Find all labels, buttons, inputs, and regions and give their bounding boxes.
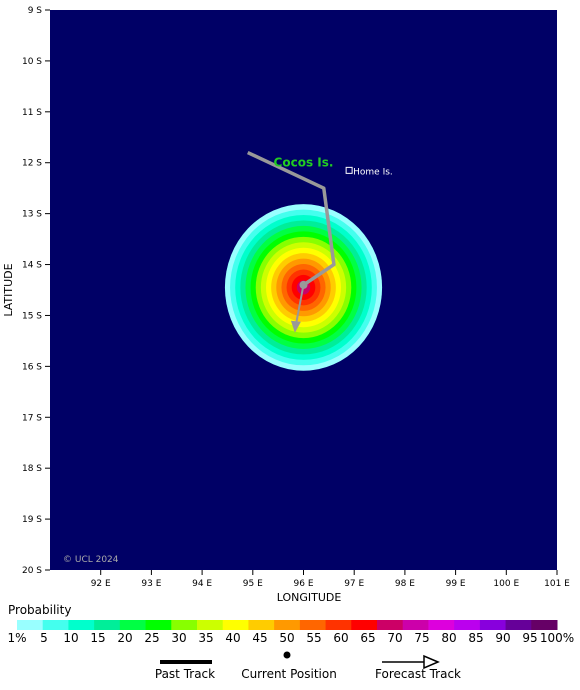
colorbar-segment: [119, 620, 147, 630]
past-track-label: Past Track: [154, 667, 216, 681]
colorbar-segment: [17, 620, 44, 630]
lat-tick-label: 12 S: [22, 159, 42, 169]
lat-tick-label: 11 S: [22, 108, 42, 118]
forecast-track-label: Forecast Track: [375, 667, 461, 681]
colorbar-label: 60: [333, 631, 349, 645]
colorbar-label: 100%: [539, 631, 575, 645]
colorbar-segment: [402, 620, 429, 630]
lat-tick-label: 9 S: [28, 6, 43, 16]
current-position-marker: [299, 280, 308, 289]
x-axis-title: LONGITUDE: [277, 591, 342, 604]
lon-tick-label: 95 E: [243, 579, 263, 589]
colorbar-segment: [299, 620, 327, 630]
lat-tick-label: 10 S: [22, 57, 42, 67]
current-position-label: Current Position: [241, 667, 337, 681]
lat-tick-label: 13 S: [22, 210, 42, 220]
colorbar-label: 1%: [7, 631, 27, 645]
colorbar-label: 5: [40, 631, 48, 645]
past-track-line: [246, 150, 336, 287]
current-position-swatch: [283, 651, 291, 659]
lon-tick-label: 92 E: [91, 579, 111, 589]
colorbar-label: 20: [117, 631, 133, 645]
colorbar-label: 55: [306, 631, 322, 645]
lat-tick-label: 15 S: [22, 311, 42, 321]
map-ticks: 9 S 10 S 11 S 12 S 13 S 14 S 15 S 16 S 17 S 18 S 1…: [22, 6, 570, 589]
forecast-arrow-icon: [290, 320, 301, 333]
colorbar-label: 95: [522, 631, 538, 645]
colorbar-label: 35: [198, 631, 214, 645]
copyright-text: © UCL 2024: [63, 555, 119, 565]
lon-tick-label: 94 E: [192, 579, 212, 589]
colorbar-label: 45: [252, 631, 268, 645]
lon-tick-label: 96 E: [294, 579, 314, 589]
colorbar-segment: [171, 620, 198, 630]
lat-tick-label: 16 S: [22, 362, 42, 372]
colorbar-segment: [377, 620, 404, 630]
colorbar-segment: [274, 620, 301, 630]
lon-tick-label: 100 E: [493, 579, 519, 589]
colorbar-segment: [197, 620, 224, 630]
probability-swath: [224, 204, 383, 371]
colorbar-label: 85: [468, 631, 484, 645]
lon-tick-label: 97 E: [344, 579, 364, 589]
legend-title: Probability: [8, 603, 72, 617]
colorbar-label: 90: [495, 631, 511, 645]
place-label-home: Home Is.: [353, 167, 393, 177]
colorbar-label: 75: [414, 631, 430, 645]
place-labels: Cocos Is. Home Is.: [274, 156, 393, 178]
lon-tick-label: 98 E: [395, 579, 415, 589]
forecast-arrow-icon: [423, 654, 440, 670]
probability-colorbar: [17, 620, 558, 630]
lat-tick-label: 20 S: [22, 566, 42, 576]
colorbar-segment: [531, 620, 558, 630]
lon-tick-label: 93 E: [141, 579, 161, 589]
colorbar-segment: [325, 620, 352, 630]
lat-tick-label: 19 S: [22, 515, 42, 525]
place-marker-home: [345, 166, 353, 174]
colorbar-segment: [351, 620, 378, 630]
colorbar-segment: [68, 620, 95, 630]
place-label-cocos: Cocos Is.: [274, 156, 334, 170]
colorbar-segment: [145, 620, 172, 630]
lon-tick-label: 99 E: [446, 579, 466, 589]
lat-tick-label: 18 S: [22, 464, 42, 474]
colorbar-segment: [222, 620, 249, 630]
lat-tick-label: 17 S: [22, 413, 42, 423]
forecast-track-line: [294, 284, 305, 325]
colorbar-label: 50: [279, 631, 295, 645]
lat-tick-label: 14 S: [22, 261, 42, 271]
y-axis-title: LATITUDE: [2, 263, 15, 316]
colorbar-segment: [94, 620, 121, 630]
colorbar-label: 40: [225, 631, 241, 645]
colorbar-label: 65: [360, 631, 376, 645]
colorbar-segment: [248, 620, 275, 630]
colorbar-label: 15: [90, 631, 106, 645]
colorbar-segment: [454, 620, 481, 630]
colorbar-segment: [505, 620, 532, 630]
colorbar-label: 70: [387, 631, 403, 645]
colorbar-label: 10: [63, 631, 79, 645]
colorbar-segment: [479, 620, 507, 630]
colorbar-label: 25: [144, 631, 160, 645]
storm-track: [246, 150, 336, 333]
colorbar-segment: [42, 620, 69, 630]
colorbar-label: 80: [441, 631, 457, 645]
colorbar-label: 30: [171, 631, 187, 645]
lon-tick-label: 101 E: [544, 579, 570, 589]
colorbar-segment: [428, 620, 455, 630]
